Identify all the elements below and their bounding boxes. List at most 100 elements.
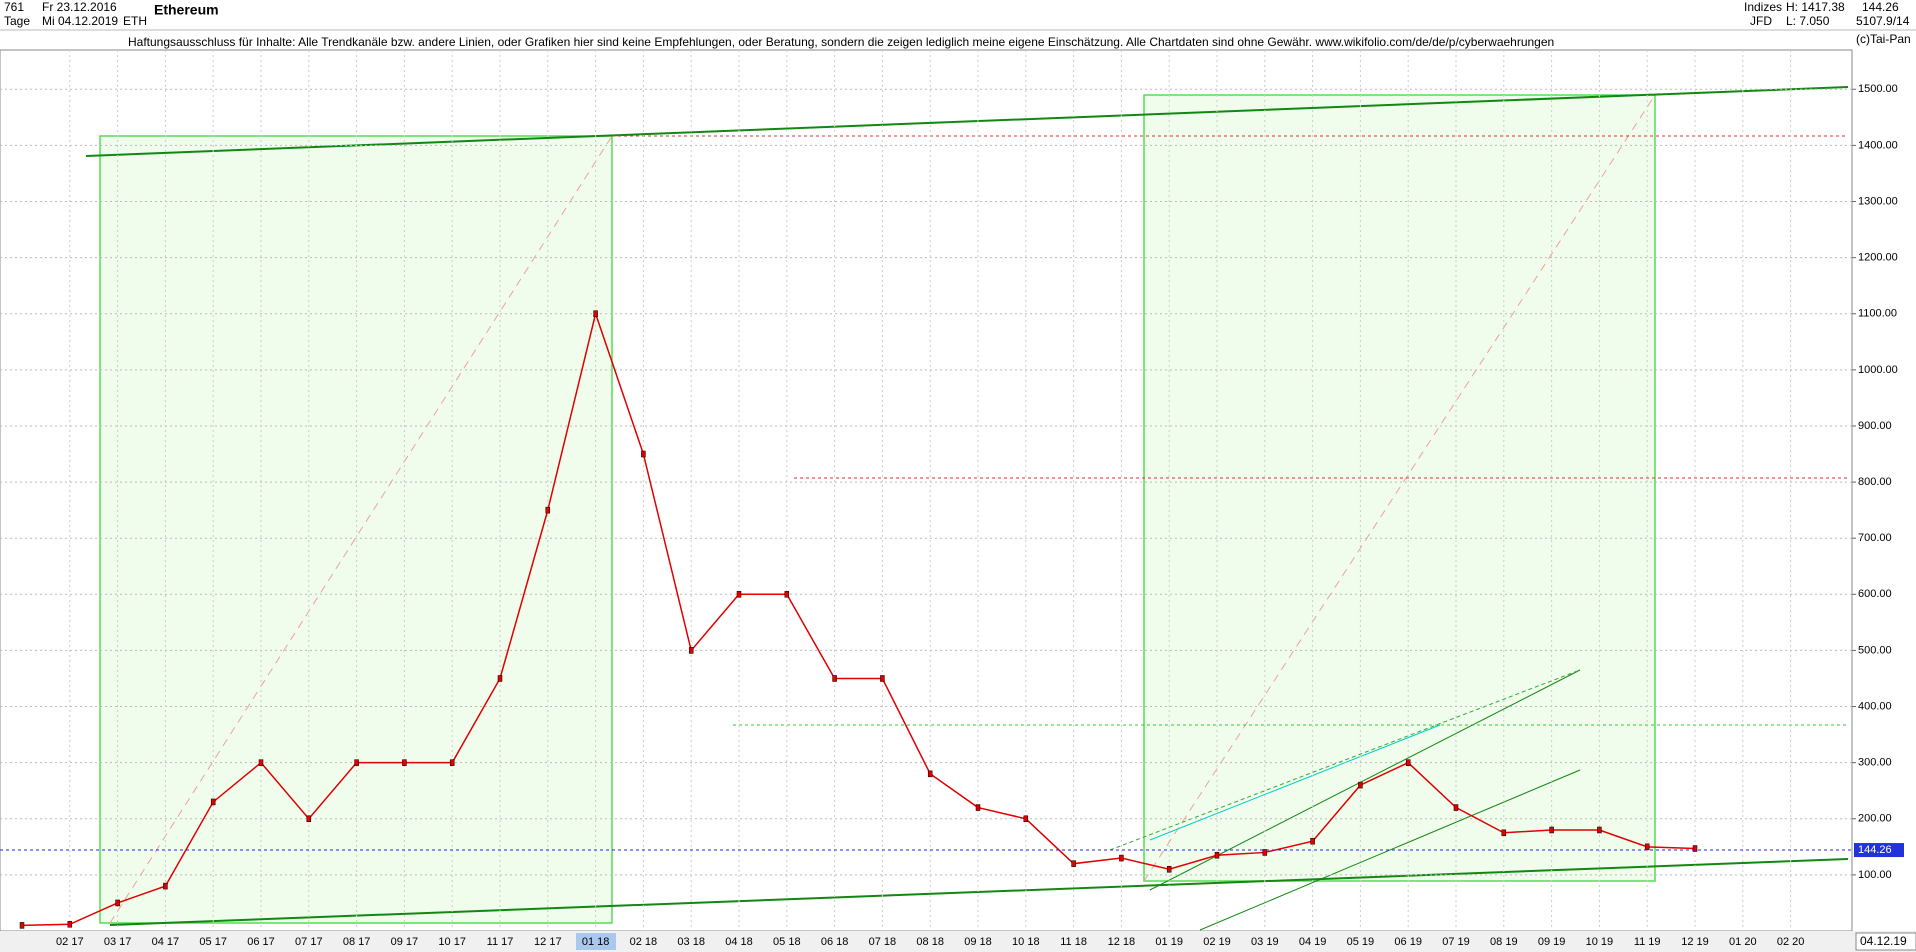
y-tick-label: 500.00 <box>1858 644 1892 656</box>
diagonal <box>1143 94 1656 882</box>
bar-count[interactable]: 761 <box>4 0 24 14</box>
x-tick-label: 05 18 <box>773 936 801 948</box>
x-tick-label: 02 19 <box>1203 936 1231 948</box>
candle <box>736 591 742 598</box>
candle <box>1453 804 1459 811</box>
candle <box>880 675 885 682</box>
y-tick-label: 800.00 <box>1858 476 1892 488</box>
date-box-label: 04.12.19 <box>1860 934 1907 948</box>
x-tick-label: 12 17 <box>534 936 562 948</box>
x-tick-label: 09 17 <box>391 936 419 948</box>
drawing-tools <box>85 86 1849 931</box>
copyright: (c)Tai-Pan <box>1856 32 1911 46</box>
x-tick-label: 06 18 <box>821 936 849 948</box>
candle <box>1310 837 1315 845</box>
y-tick-label: 1400.00 <box>1858 139 1898 151</box>
y-tick-label: 900.00 <box>1858 420 1892 432</box>
chart-title: Ethereum <box>154 2 219 18</box>
candle <box>210 798 216 806</box>
channel-line <box>1149 724 1441 841</box>
candle <box>258 759 264 766</box>
market: Indizes <box>1744 0 1782 14</box>
channel-line <box>1199 769 1581 931</box>
x-tick-label: 03 19 <box>1251 936 1279 948</box>
high: H: 1417.38 <box>1786 0 1845 14</box>
x-tick-label: 12 19 <box>1681 936 1709 948</box>
y-tick-label: 1500.00 <box>1858 83 1898 95</box>
diagonal <box>109 135 613 924</box>
candle <box>115 899 120 907</box>
x-tick-label: 04 17 <box>152 936 180 948</box>
x-tick-label: 06 19 <box>1394 936 1422 948</box>
x-tick-label: 11 19 <box>1634 936 1661 948</box>
disclaimer: Haftungsausschluss für Inhalte: Alle Tre… <box>128 35 1554 49</box>
y-tick-label: 100.00 <box>1858 869 1892 881</box>
x-tick-label: 03 17 <box>104 936 132 948</box>
candle <box>19 922 25 929</box>
candle <box>1119 854 1124 862</box>
candle <box>497 675 503 682</box>
candle <box>1166 866 1172 873</box>
candle <box>354 759 359 766</box>
box <box>99 135 613 924</box>
x-axis-highlight <box>576 933 616 950</box>
trend-line <box>85 86 1849 157</box>
x-tick-label: 07 17 <box>295 936 323 948</box>
start-date[interactable]: Fr 23.12.2016 <box>42 0 117 14</box>
volume: 5107.9/14 <box>1856 14 1910 28</box>
candle <box>402 759 407 766</box>
trend-line <box>109 858 1849 926</box>
x-tick-label: 11 18 <box>1060 936 1087 948</box>
candle <box>67 921 73 928</box>
header-bar <box>0 0 1916 30</box>
y-tick-label: 300.00 <box>1858 757 1892 769</box>
candle <box>1501 829 1507 837</box>
x-tick-label: 01 19 <box>1155 936 1183 948</box>
candle <box>449 759 455 766</box>
candle <box>1644 843 1650 851</box>
candle <box>832 675 837 682</box>
period[interactable]: Tage <box>4 14 30 28</box>
low: L: 7.050 <box>1786 14 1830 28</box>
candle <box>1549 826 1554 834</box>
date-box <box>1855 932 1916 951</box>
x-tick-label: 05 19 <box>1347 936 1375 948</box>
x-tick-label: 02 18 <box>630 936 658 948</box>
y-tick-label: 1200.00 <box>1858 252 1898 264</box>
candle <box>306 815 312 823</box>
x-tick-label: 10 18 <box>1012 936 1040 948</box>
x-tick-label: 10 17 <box>438 936 466 948</box>
x-tick-label: 01 20 <box>1729 936 1757 948</box>
y-tick-label: 400.00 <box>1858 700 1892 712</box>
x-axis-band <box>0 931 1916 952</box>
candle <box>1597 826 1602 834</box>
x-tick-label: 10 19 <box>1586 936 1614 948</box>
y-tick-label: 1100.00 <box>1858 308 1897 320</box>
y-tick-label: 700.00 <box>1858 532 1892 544</box>
x-tick-label: 08 18 <box>916 936 944 948</box>
last-price-box <box>1854 843 1904 858</box>
x-tick-label: 08 17 <box>343 936 371 948</box>
x-tick-label: 09 19 <box>1538 936 1566 948</box>
x-tick-label: 04 18 <box>725 936 753 948</box>
candle <box>1358 781 1363 789</box>
y-tick-label: 1000.00 <box>1858 364 1898 376</box>
x-tick-label: 12 18 <box>1108 936 1136 948</box>
x-tick-label: 03 18 <box>677 936 705 948</box>
candle <box>784 591 790 598</box>
candle <box>927 770 933 778</box>
x-tick-label: 01 18 <box>582 936 610 948</box>
x-tick-label: 05 17 <box>199 936 227 948</box>
last-price: 144.26 <box>1862 0 1899 14</box>
candle <box>641 450 646 458</box>
y-tick-label: 200.00 <box>1858 813 1892 825</box>
source: JFD <box>1750 14 1772 28</box>
x-tick-label: 07 18 <box>869 936 897 948</box>
x-tick-label: 06 17 <box>247 936 275 948</box>
x-tick-label: 08 19 <box>1490 936 1518 948</box>
candle <box>1262 849 1268 856</box>
x-tick-label: 02 17 <box>56 936 84 948</box>
candle <box>1405 759 1411 766</box>
end-date[interactable]: Mi 04.12.2019 <box>42 14 118 28</box>
